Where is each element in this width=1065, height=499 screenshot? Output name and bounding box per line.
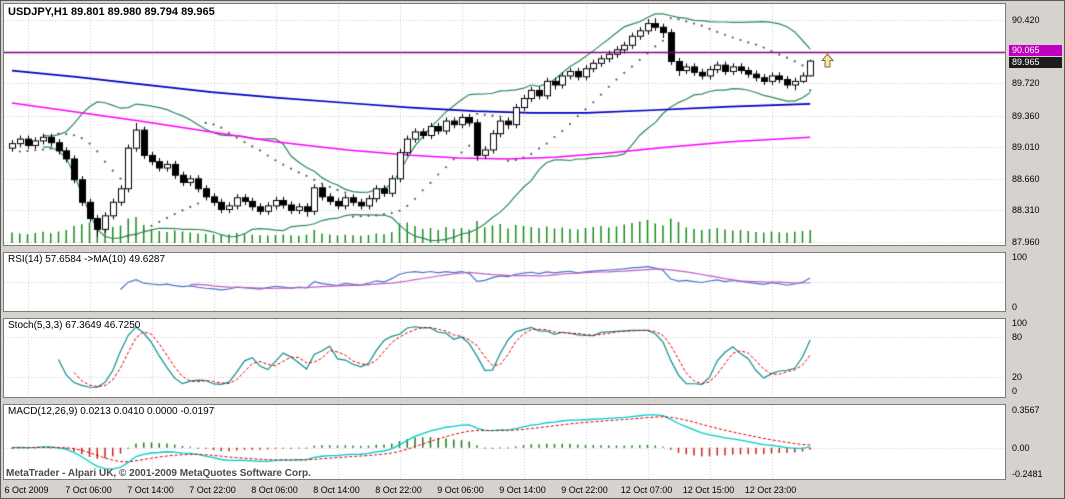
stoch-scale-tick: 100 [1012, 318, 1028, 328]
time-label: 12 Oct 23:00 [744, 485, 797, 495]
time-label: 6 Oct 2009 [4, 485, 49, 495]
price-tick: 88.310 [1012, 205, 1040, 215]
macd-indicator-panel[interactable]: MACD(12,26,9) 0.0213 0.0410 0.0000 -0.01… [3, 404, 1006, 480]
price-tick: 89.010 [1012, 142, 1040, 152]
panel-separator[interactable] [1, 246, 1064, 252]
time-label: 9 Oct 22:00 [561, 485, 608, 495]
time-label: 7 Oct 14:00 [127, 485, 174, 495]
price-tick: 90.420 [1012, 15, 1040, 25]
price-chart-canvas[interactable] [4, 4, 1005, 245]
panel-separator[interactable] [1, 398, 1064, 404]
macd-scale-tick: -0.2481 [1012, 469, 1043, 479]
rsi-indicator-panel[interactable]: RSI(14) 57.6584 ->MA(10) 49.6287 [3, 252, 1006, 312]
hline-price-badge: 90.065 [1009, 45, 1062, 56]
macd-canvas[interactable] [4, 405, 1005, 479]
rsi-scale-tick: 100 [1012, 252, 1028, 262]
current-price-badge: 89.965 [1009, 57, 1062, 68]
time-label: 8 Oct 22:00 [375, 485, 422, 495]
price-tick: 87.960 [1012, 237, 1040, 247]
price-tick: 89.360 [1012, 111, 1040, 121]
stoch-scale-tick: 80 [1012, 332, 1023, 342]
time-label: 8 Oct 14:00 [313, 485, 360, 495]
panel-separator[interactable] [1, 312, 1064, 318]
stoch-scale-tick: 0 [1012, 386, 1018, 396]
time-label: 8 Oct 06:00 [251, 485, 298, 495]
stochastic-canvas[interactable] [4, 319, 1005, 397]
time-label: 12 Oct 07:00 [620, 485, 673, 495]
stoch-scale-tick: 20 [1012, 372, 1023, 382]
price-chart-panel[interactable]: USDJPY,H1 89.801 89.980 89.794 89.965 [3, 3, 1006, 246]
stochastic-title: Stoch(5,3,3) 67.3649 46.7250 [8, 320, 141, 331]
macd-scale-tick: 0.3567 [1012, 405, 1040, 415]
time-axis[interactable]: 6 Oct 2009 7 Oct 06:00 7 Oct 14:00 7 Oct… [3, 482, 1006, 498]
rsi-title: RSI(14) 57.6584 ->MA(10) 49.6287 [8, 254, 166, 265]
macd-title: MACD(12,26,9) 0.0213 0.0410 0.0000 -0.01… [8, 406, 215, 417]
time-label: 7 Oct 22:00 [189, 485, 236, 495]
rsi-canvas[interactable] [4, 253, 1005, 311]
stochastic-indicator-panel[interactable]: Stoch(5,3,3) 67.3649 46.7250 [3, 318, 1006, 398]
price-tick: 88.660 [1012, 174, 1040, 184]
macd-scale-tick: 0.00 [1012, 443, 1030, 453]
chart-title: USDJPY,H1 89.801 89.980 89.794 89.965 [8, 6, 215, 18]
time-label: 7 Oct 06:00 [65, 485, 112, 495]
price-tick: 89.720 [1012, 78, 1040, 88]
up-arrow-marker-icon[interactable] [821, 53, 834, 68]
time-label: 9 Oct 06:00 [437, 485, 484, 495]
copyright-watermark: MetaTrader - Alpari UK, © 2001-2009 Meta… [6, 468, 311, 479]
price-axis[interactable]: 90.420 89.720 89.360 89.010 88.660 88.31… [1008, 1, 1064, 498]
time-label: 12 Oct 15:00 [682, 485, 735, 495]
time-label: 9 Oct 14:00 [499, 485, 546, 495]
rsi-scale-tick: 0 [1012, 302, 1018, 312]
